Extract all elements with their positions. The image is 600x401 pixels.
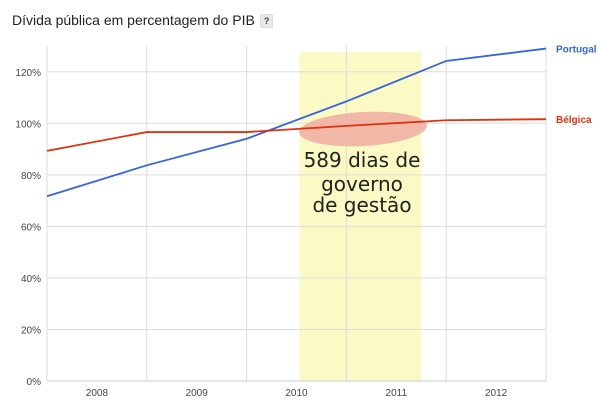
series-line-0 xyxy=(46,47,547,198)
y-tick-label: 100% xyxy=(15,119,41,130)
y-tick-label: 0% xyxy=(27,377,42,388)
series-label: Bélgica xyxy=(556,115,592,126)
x-tick-label: 2009 xyxy=(186,388,209,399)
x-tick-label: 2012 xyxy=(485,388,508,399)
y-tick-label: 20% xyxy=(21,325,41,336)
annotation-ellipse xyxy=(299,111,427,147)
annotation-text: de gestão xyxy=(312,193,411,217)
chart-title: Dívida pública em percentagem do PIB? xyxy=(12,12,274,29)
series-line-1 xyxy=(46,118,547,152)
y-tick-label: 60% xyxy=(21,222,41,233)
chart-title-text: Dívida pública em percentagem do PIB xyxy=(12,12,255,28)
annotation-text: governo xyxy=(321,172,403,196)
y-tick-label: 80% xyxy=(21,171,41,182)
x-tick-label: 2011 xyxy=(386,388,408,399)
help-button[interactable]: ? xyxy=(259,14,274,29)
x-tick-label: 2008 xyxy=(86,388,109,399)
x-tick-label: 2010 xyxy=(285,388,308,399)
highlight-band xyxy=(299,52,422,381)
series-label: Portugal xyxy=(556,45,597,56)
y-tick-label: 40% xyxy=(21,274,41,285)
y-tick-label: 120% xyxy=(15,68,41,79)
annotation-text: 589 dias de xyxy=(304,148,421,172)
